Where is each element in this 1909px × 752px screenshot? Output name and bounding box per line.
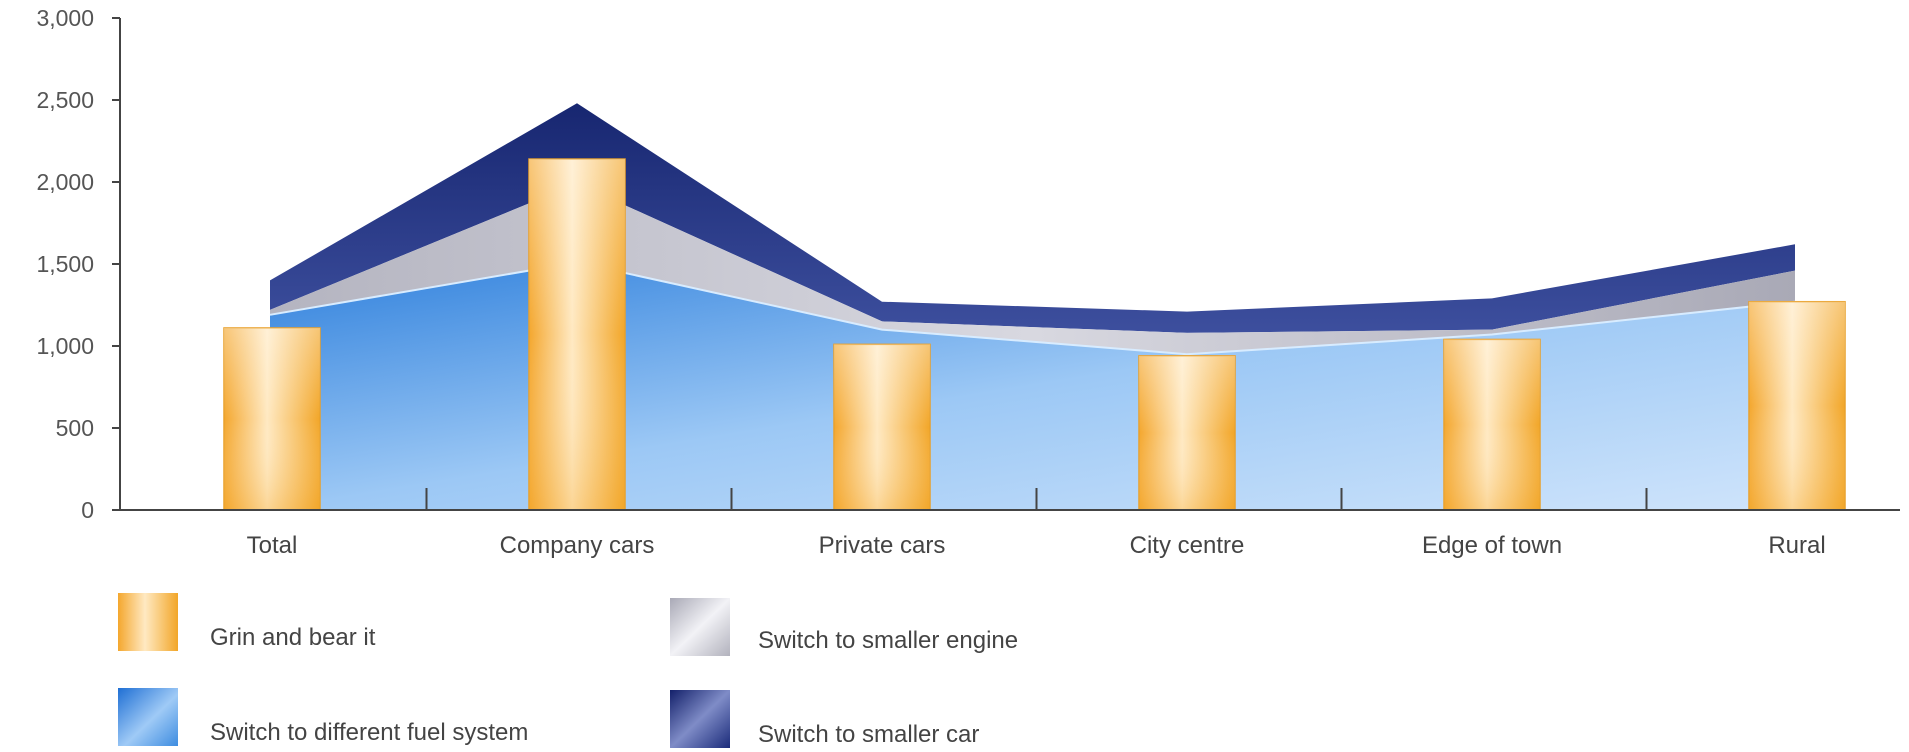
- area-layers: [269, 103, 1796, 510]
- legend-switch-to-smaller-engine-label: Switch to smaller engine: [758, 627, 1018, 654]
- legend-switch-to-smaller-engine-swatch: [670, 598, 730, 656]
- y-tick-labels: 0 500 1,000 1,500 2,000 2,500 3,000: [36, 5, 94, 523]
- area-switch-to-different-fuel-system: [270, 262, 1795, 510]
- area-fuel-edge: [269, 261, 1796, 356]
- y-tick-label: 1,000: [36, 333, 94, 359]
- legend-switch-to-smaller-car-label: Switch to smaller car: [758, 721, 979, 748]
- y-tick-label: 0: [81, 497, 94, 523]
- legend-grin-and-bear-it-label: Grin and bear it: [210, 624, 376, 651]
- bar-shine: [1444, 339, 1540, 510]
- x-category-labels: Total Company cars Private cars City centre…: [247, 532, 1826, 559]
- bar-shine: [1749, 301, 1845, 510]
- y-tick-label: 2,000: [36, 169, 94, 195]
- legend-switch-to-smaller-car-swatch: [670, 690, 730, 748]
- legend-switch-to-different-fuel-system-label: Switch to different fuel system: [210, 719, 528, 746]
- x-category-label: Rural: [1768, 532, 1825, 559]
- legend-switch-to-different-fuel-system-swatch: [118, 688, 178, 746]
- bar-shine: [834, 344, 930, 510]
- bar-shine: [529, 159, 625, 511]
- x-category-label: Company cars: [500, 532, 655, 559]
- axes: [112, 17, 1900, 511]
- x-category-label: Total: [247, 532, 298, 559]
- bar-shine: [224, 327, 320, 510]
- bar-shine: [1139, 355, 1235, 510]
- y-tick-label: 500: [56, 415, 94, 441]
- x-category-label: Private cars: [819, 532, 946, 559]
- bar-layer: [223, 158, 1846, 511]
- area-switch-to-smaller-engine: [270, 183, 1795, 355]
- x-category-label: City centre: [1130, 532, 1245, 559]
- y-tick-label: 2,500: [36, 87, 94, 113]
- x-category-label: Edge of town: [1422, 532, 1562, 559]
- legend: Grin and bear it Switch to smaller engine…: [118, 593, 1018, 748]
- area-switch-to-smaller-car: [270, 103, 1795, 333]
- legend-grin-and-bear-it-swatch: [118, 593, 178, 651]
- y-tick-label: 1,500: [36, 251, 94, 277]
- y-tick-label: 3,000: [36, 5, 94, 31]
